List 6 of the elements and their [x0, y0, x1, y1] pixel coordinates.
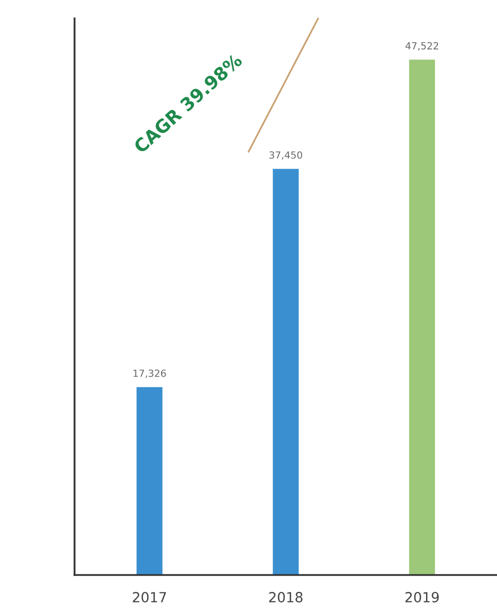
data-label: 17,326	[134, 370, 166, 378]
data-label: 47,522	[406, 42, 438, 50]
data-label: 37,450	[270, 151, 302, 160]
x-tick-label: 2018	[269, 592, 302, 602]
x-tick-label: 2019	[405, 592, 439, 602]
x-tick-label: 2017	[132, 592, 166, 602]
